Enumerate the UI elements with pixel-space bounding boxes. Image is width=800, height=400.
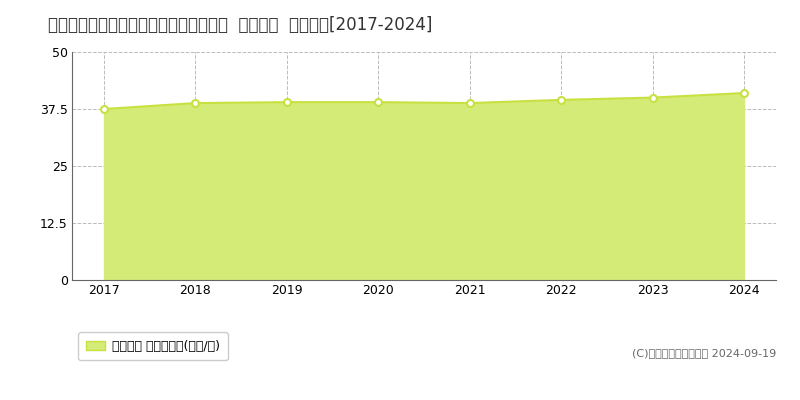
Text: 愛知県愛知郡東郷町白鳥２丁目４番３外  公示地価  地価推移[2017-2024]: 愛知県愛知郡東郷町白鳥２丁目４番３外 公示地価 地価推移[2017-2024]: [48, 16, 432, 34]
Text: (C)土地価格ドットコム 2024-09-19: (C)土地価格ドットコム 2024-09-19: [632, 348, 776, 358]
Legend: 公示地価 平均坪単価(万円/坪): 公示地価 平均坪単価(万円/坪): [78, 332, 227, 360]
